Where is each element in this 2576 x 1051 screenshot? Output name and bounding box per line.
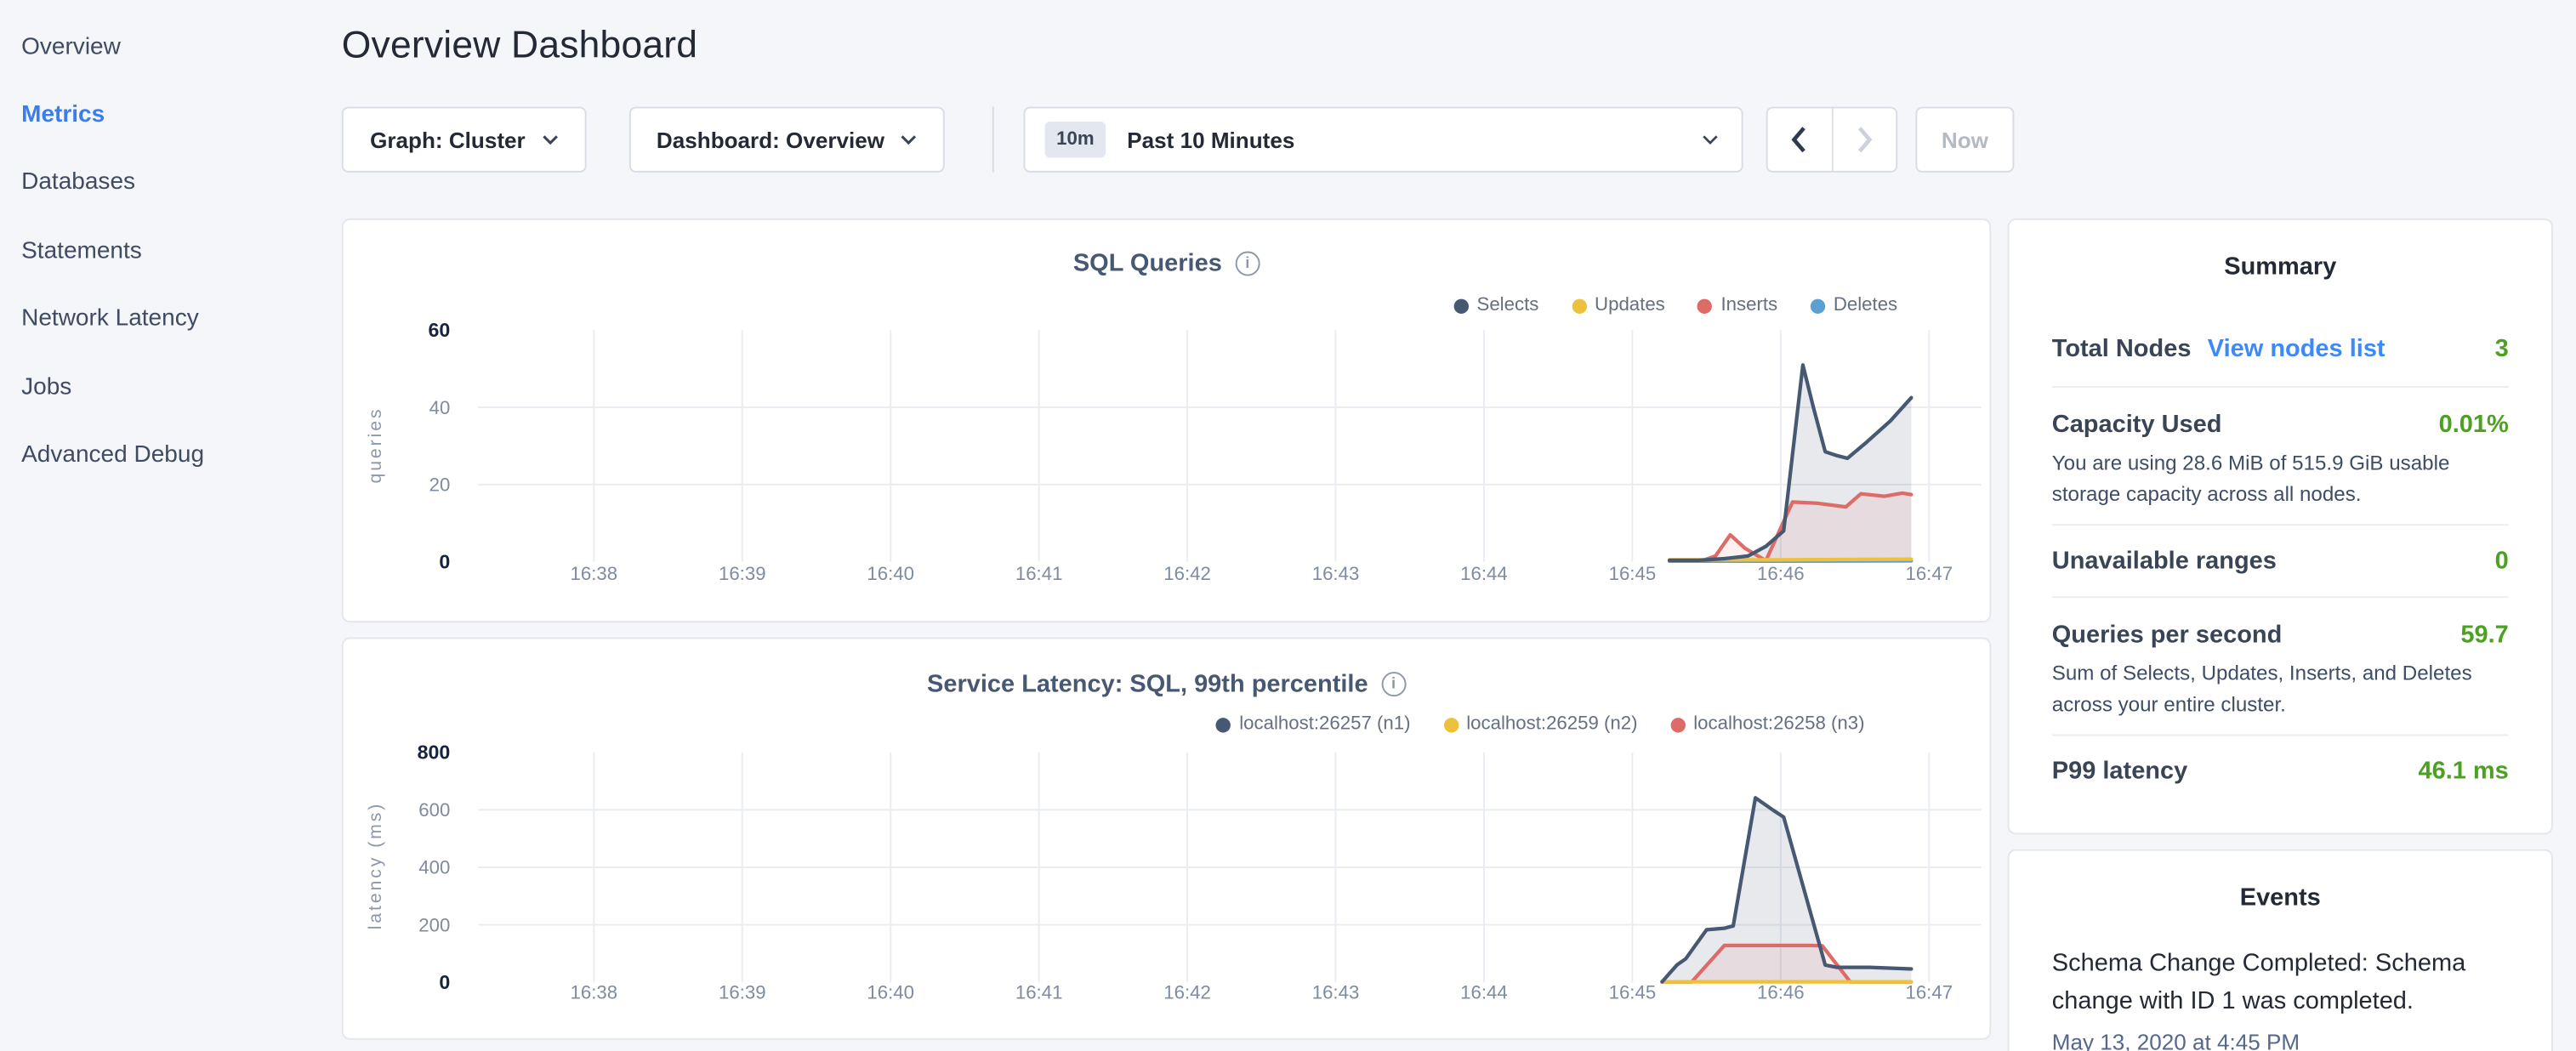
dashboard-dropdown-label: Dashboard: Overview bbox=[657, 128, 884, 152]
summary-row-label: Queries per second bbox=[2052, 621, 2283, 649]
summary-title: Summary bbox=[2052, 253, 2509, 281]
toolbar-divider bbox=[992, 107, 994, 173]
svg-text:800: 800 bbox=[418, 741, 451, 763]
summary-row-description: You are using 28.6 MiB of 515.9 GiB usab… bbox=[2052, 448, 2509, 510]
summary-row-value: 3 bbox=[2495, 335, 2509, 363]
svg-text:16:47: 16:47 bbox=[1905, 982, 1953, 1003]
page-title: Overview Dashboard bbox=[342, 23, 697, 67]
divider bbox=[2052, 524, 2509, 526]
events-title: Events bbox=[2052, 883, 2509, 912]
event-timestamp: May 13, 2020 at 4:45 PM bbox=[2052, 1030, 2509, 1051]
sidebar-item-statements[interactable]: Statements bbox=[0, 217, 322, 285]
event-message[interactable]: Schema Change Completed: Schema change w… bbox=[2052, 945, 2509, 1020]
chevron-right-icon bbox=[1856, 127, 1872, 153]
service-latency-chart: 16:38 16:39 16:40 16:41 16:42 16:43 16:44 16:45… bbox=[344, 639, 1993, 1041]
svg-text:16:38: 16:38 bbox=[571, 982, 618, 1003]
svg-text:16:39: 16:39 bbox=[719, 563, 766, 584]
svg-text:20: 20 bbox=[429, 474, 451, 496]
service-latency-chart-card: Service Latency: SQL, 99th percentile i … bbox=[342, 638, 1991, 1040]
summary-row-value: 46.1 ms bbox=[2418, 758, 2508, 786]
sidebar-item-metrics[interactable]: Metrics bbox=[0, 81, 322, 149]
svg-text:16:42: 16:42 bbox=[1163, 982, 1211, 1003]
sidebar-item-network-latency[interactable]: Network Latency bbox=[0, 285, 322, 353]
svg-text:0: 0 bbox=[439, 550, 450, 572]
now-button[interactable]: Now bbox=[1915, 107, 2014, 173]
summary-row-label: P99 latency bbox=[2052, 758, 2187, 786]
svg-text:16:44: 16:44 bbox=[1460, 563, 1508, 584]
time-step-buttons bbox=[1766, 107, 1898, 173]
svg-text:16:40: 16:40 bbox=[867, 982, 914, 1003]
summary-row-value: 0 bbox=[2495, 547, 2509, 575]
crdb-admin-ui: Overview Metrics Databases Statements Ne… bbox=[0, 0, 2576, 1051]
svg-text:16:43: 16:43 bbox=[1312, 563, 1360, 584]
svg-text:200: 200 bbox=[418, 914, 450, 935]
summary-panel: Summary Total Nodes View nodes list 3 Ca… bbox=[2008, 219, 2553, 834]
sql-queries-chart-card: SQL Queries i SelectsUpdatesInsertsDelet… bbox=[342, 219, 1991, 622]
summary-row-label: Unavailable ranges bbox=[2052, 547, 2277, 575]
svg-text:16:46: 16:46 bbox=[1757, 982, 1805, 1003]
next-range-button[interactable] bbox=[1833, 108, 1896, 170]
svg-text:16:44: 16:44 bbox=[1460, 982, 1508, 1003]
divider bbox=[2052, 386, 2509, 388]
summary-row-queries-per-second: Queries per second 59.7 bbox=[2052, 621, 2509, 649]
sidebar-item-jobs[interactable]: Jobs bbox=[0, 353, 322, 421]
svg-text:16:40: 16:40 bbox=[867, 563, 914, 584]
chevron-down-icon bbox=[1702, 134, 1718, 145]
sidebar: Overview Metrics Databases Statements Ne… bbox=[0, 0, 322, 1051]
svg-text:400: 400 bbox=[418, 857, 450, 878]
divider bbox=[2052, 734, 2509, 736]
svg-text:16:45: 16:45 bbox=[1609, 563, 1657, 584]
dashboard-dropdown[interactable]: Dashboard: Overview bbox=[629, 107, 945, 173]
chevron-down-icon bbox=[542, 134, 558, 145]
svg-text:16:42: 16:42 bbox=[1163, 563, 1211, 584]
view-nodes-list-link[interactable]: View nodes list bbox=[2208, 335, 2386, 363]
svg-text:0: 0 bbox=[439, 971, 450, 993]
summary-row-value: 59.7 bbox=[2460, 621, 2508, 649]
svg-text:60: 60 bbox=[429, 319, 451, 341]
svg-text:40: 40 bbox=[429, 397, 451, 418]
svg-text:16:41: 16:41 bbox=[1015, 982, 1063, 1003]
prev-range-button[interactable] bbox=[1768, 108, 1833, 170]
sidebar-item-overview[interactable]: Overview bbox=[0, 13, 322, 81]
summary-row-capacity-used: Capacity Used 0.01% bbox=[2052, 411, 2509, 439]
svg-text:16:43: 16:43 bbox=[1312, 982, 1360, 1003]
svg-text:16:39: 16:39 bbox=[719, 982, 766, 1003]
sql-queries-chart: 16:38 16:39 16:40 16:41 16:42 16:43 16:44 16:45… bbox=[344, 220, 1993, 624]
svg-text:600: 600 bbox=[418, 799, 450, 821]
sidebar-item-advanced-debug[interactable]: Advanced Debug bbox=[0, 421, 322, 489]
svg-text:16:46: 16:46 bbox=[1757, 563, 1805, 584]
graph-scope-dropdown[interactable]: Graph: Cluster bbox=[342, 107, 587, 173]
chevron-down-icon bbox=[901, 134, 917, 145]
summary-row-unavailable-ranges: Unavailable ranges 0 bbox=[2052, 547, 2509, 575]
summary-row-description: Sum of Selects, Updates, Inserts, and De… bbox=[2052, 659, 2509, 721]
summary-row-value: 0.01% bbox=[2439, 411, 2509, 439]
time-range-badge: 10m bbox=[1045, 122, 1106, 157]
summary-row-total-nodes: Total Nodes View nodes list 3 bbox=[2052, 335, 2509, 363]
time-range-label: Past 10 Minutes bbox=[1127, 128, 1294, 152]
summary-row-label: Capacity Used bbox=[2052, 411, 2222, 439]
graph-scope-label: Graph: Cluster bbox=[370, 128, 526, 152]
svg-text:16:47: 16:47 bbox=[1905, 563, 1953, 584]
summary-row-p99-latency: P99 latency 46.1 ms bbox=[2052, 758, 2509, 786]
svg-text:16:38: 16:38 bbox=[571, 563, 618, 584]
sidebar-item-databases[interactable]: Databases bbox=[0, 149, 322, 217]
chevron-left-icon bbox=[1791, 127, 1807, 153]
divider bbox=[2052, 596, 2509, 598]
svg-text:16:45: 16:45 bbox=[1609, 982, 1657, 1003]
svg-text:16:41: 16:41 bbox=[1015, 563, 1063, 584]
events-panel: Events Schema Change Completed: Schema c… bbox=[2008, 849, 2553, 1051]
summary-row-label: Total Nodes bbox=[2052, 335, 2192, 363]
time-range-picker[interactable]: 10m Past 10 Minutes bbox=[1023, 107, 1743, 173]
